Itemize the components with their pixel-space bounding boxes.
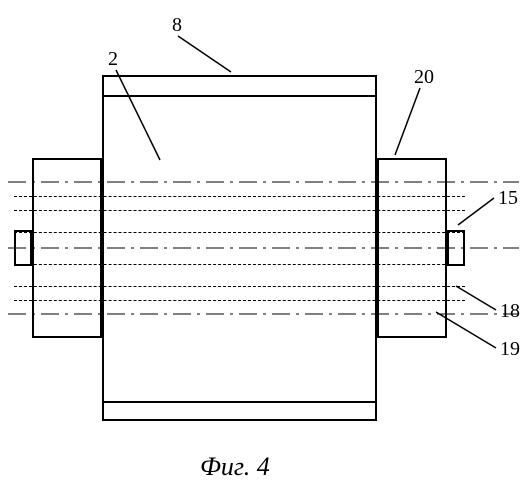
hidden-line <box>14 210 465 211</box>
shaft-stub-left <box>14 230 32 266</box>
figure-stage: 8 2 20 15 18 19 Фиг. 4 <box>0 0 527 500</box>
shaft-stub-right <box>447 230 465 266</box>
ref-label-2: 2 <box>108 48 118 71</box>
main-block <box>102 75 377 421</box>
side-block-right <box>377 158 447 338</box>
ref-label-15: 15 <box>498 187 518 210</box>
ref-label-8: 8 <box>172 14 182 37</box>
figure-caption: Фиг. 4 <box>200 452 270 482</box>
hidden-line <box>14 286 465 287</box>
main-inner-line-bot <box>102 401 377 403</box>
hidden-line <box>14 232 465 233</box>
main-inner-line-top <box>102 95 377 97</box>
ref-label-19: 19 <box>500 338 520 361</box>
hidden-line <box>14 196 465 197</box>
ref-label-20: 20 <box>414 66 434 89</box>
side-block-left <box>32 158 102 338</box>
hidden-line <box>14 264 465 265</box>
hidden-line <box>14 300 465 301</box>
ref-label-18: 18 <box>500 300 520 323</box>
